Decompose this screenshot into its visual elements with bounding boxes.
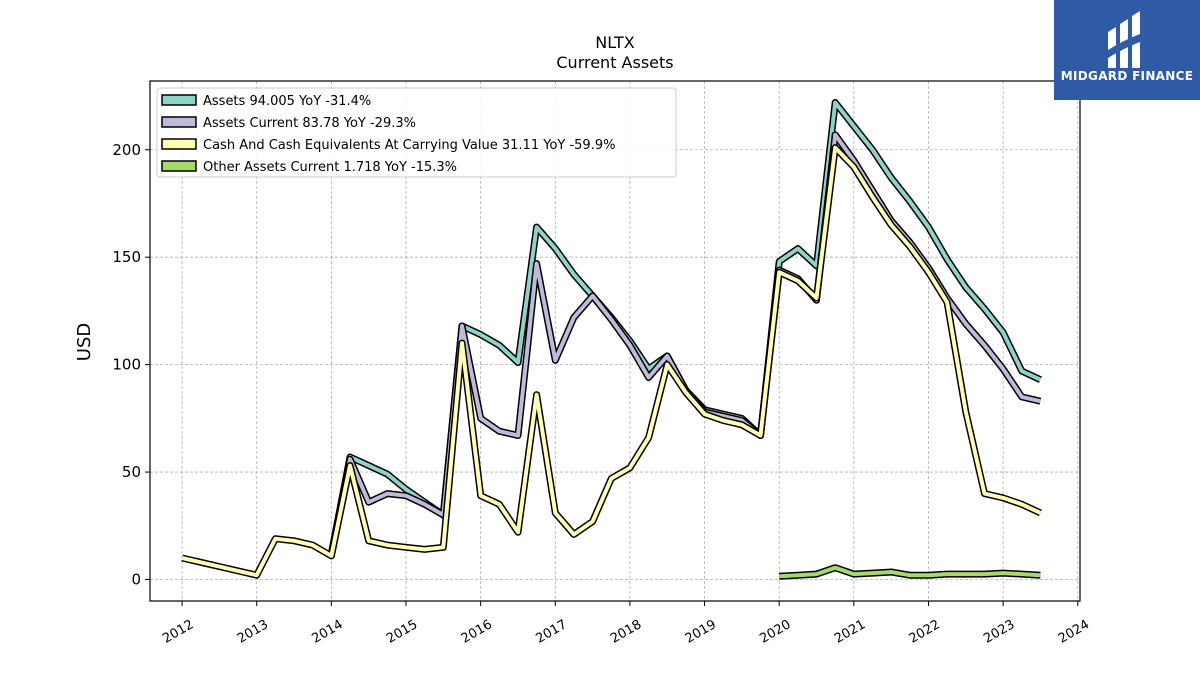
series-line — [329, 132, 1041, 555]
legend-entry: Cash And Cash Equivalents At Carrying Va… — [203, 138, 615, 153]
chart-subtitle: Current Assets — [556, 53, 673, 72]
brand-logo-icon — [1108, 11, 1140, 68]
x-tick-label: 2016 — [459, 617, 495, 647]
series-layer — [181, 99, 1042, 580]
legend-swatch — [161, 94, 197, 106]
legend-box — [156, 87, 677, 178]
x-tick-label: 2023 — [981, 617, 1017, 647]
legend-entry: Assets Current 83.78 YoY -29.3% — [203, 116, 416, 131]
x-tick-label: 2017 — [533, 617, 569, 647]
y-tick-label: 200 — [112, 141, 141, 159]
legend-swatch — [161, 138, 197, 150]
series-line — [181, 145, 1042, 578]
y-tick-label: 0 — [131, 571, 141, 589]
y-ticks: 0 50 100 150 200 — [112, 141, 150, 589]
x-tick-label: 2022 — [907, 617, 943, 647]
legend-swatch — [161, 116, 197, 128]
series-outline — [327, 131, 1042, 555]
plot-frame — [149, 80, 1081, 602]
series-line — [779, 565, 1041, 579]
x-tick-label: 2013 — [235, 617, 271, 647]
y-tick-label: 50 — [122, 463, 141, 481]
chart-title: NLTX — [595, 33, 634, 52]
legend: Assets 94.005 YoY -31.4% Assets Current 8… — [156, 87, 677, 178]
legend-entry: Assets 94.005 YoY -31.4% — [203, 94, 371, 109]
y-axis-label: USD — [74, 323, 95, 361]
x-tick-label: 2024 — [1056, 617, 1092, 647]
brand-name: MIDGARD FINANCE — [1060, 69, 1194, 83]
x-tick-label: 2020 — [757, 617, 793, 647]
legend-entry: Other Assets Current 1.718 YoY -15.3% — [203, 160, 457, 175]
y-tick-label: 100 — [112, 356, 141, 374]
legend-swatch — [161, 160, 197, 172]
brand-logo-box: MIDGARD FINANCE — [1054, 0, 1200, 100]
x-tick-label: 2019 — [683, 617, 719, 647]
series-outline — [181, 144, 1042, 579]
y-tick-label: 150 — [112, 248, 141, 266]
x-tick-label: 2021 — [832, 617, 868, 647]
x-ticks: 2012 2013 2014 2015 2016 2017 2018 2019 2020 2021… — [160, 601, 1092, 647]
x-tick-label: 2018 — [608, 617, 644, 647]
x-tick-label: 2012 — [160, 617, 196, 647]
x-tick-label: 2014 — [310, 617, 346, 647]
x-tick-label: 2015 — [384, 617, 420, 647]
